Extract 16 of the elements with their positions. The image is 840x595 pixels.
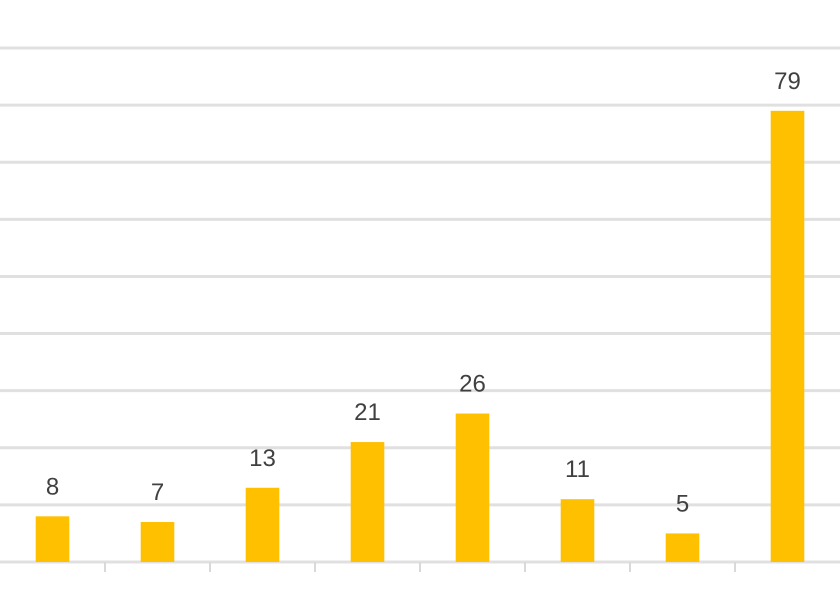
bar	[770, 110, 804, 562]
bar	[246, 488, 280, 562]
data-label: 5	[676, 490, 690, 518]
data-label: 79	[774, 68, 801, 95]
bar	[350, 442, 384, 562]
bar	[666, 533, 700, 562]
bar	[560, 499, 594, 562]
data-label: 21	[354, 399, 381, 426]
data-label: 7	[150, 479, 164, 506]
data-label: 26	[459, 370, 486, 398]
data-label: 11	[565, 456, 590, 484]
bar	[456, 414, 490, 562]
bar	[140, 522, 174, 562]
data-label: 13	[249, 444, 276, 472]
data-label: 8	[46, 473, 60, 500]
bar	[36, 516, 70, 562]
